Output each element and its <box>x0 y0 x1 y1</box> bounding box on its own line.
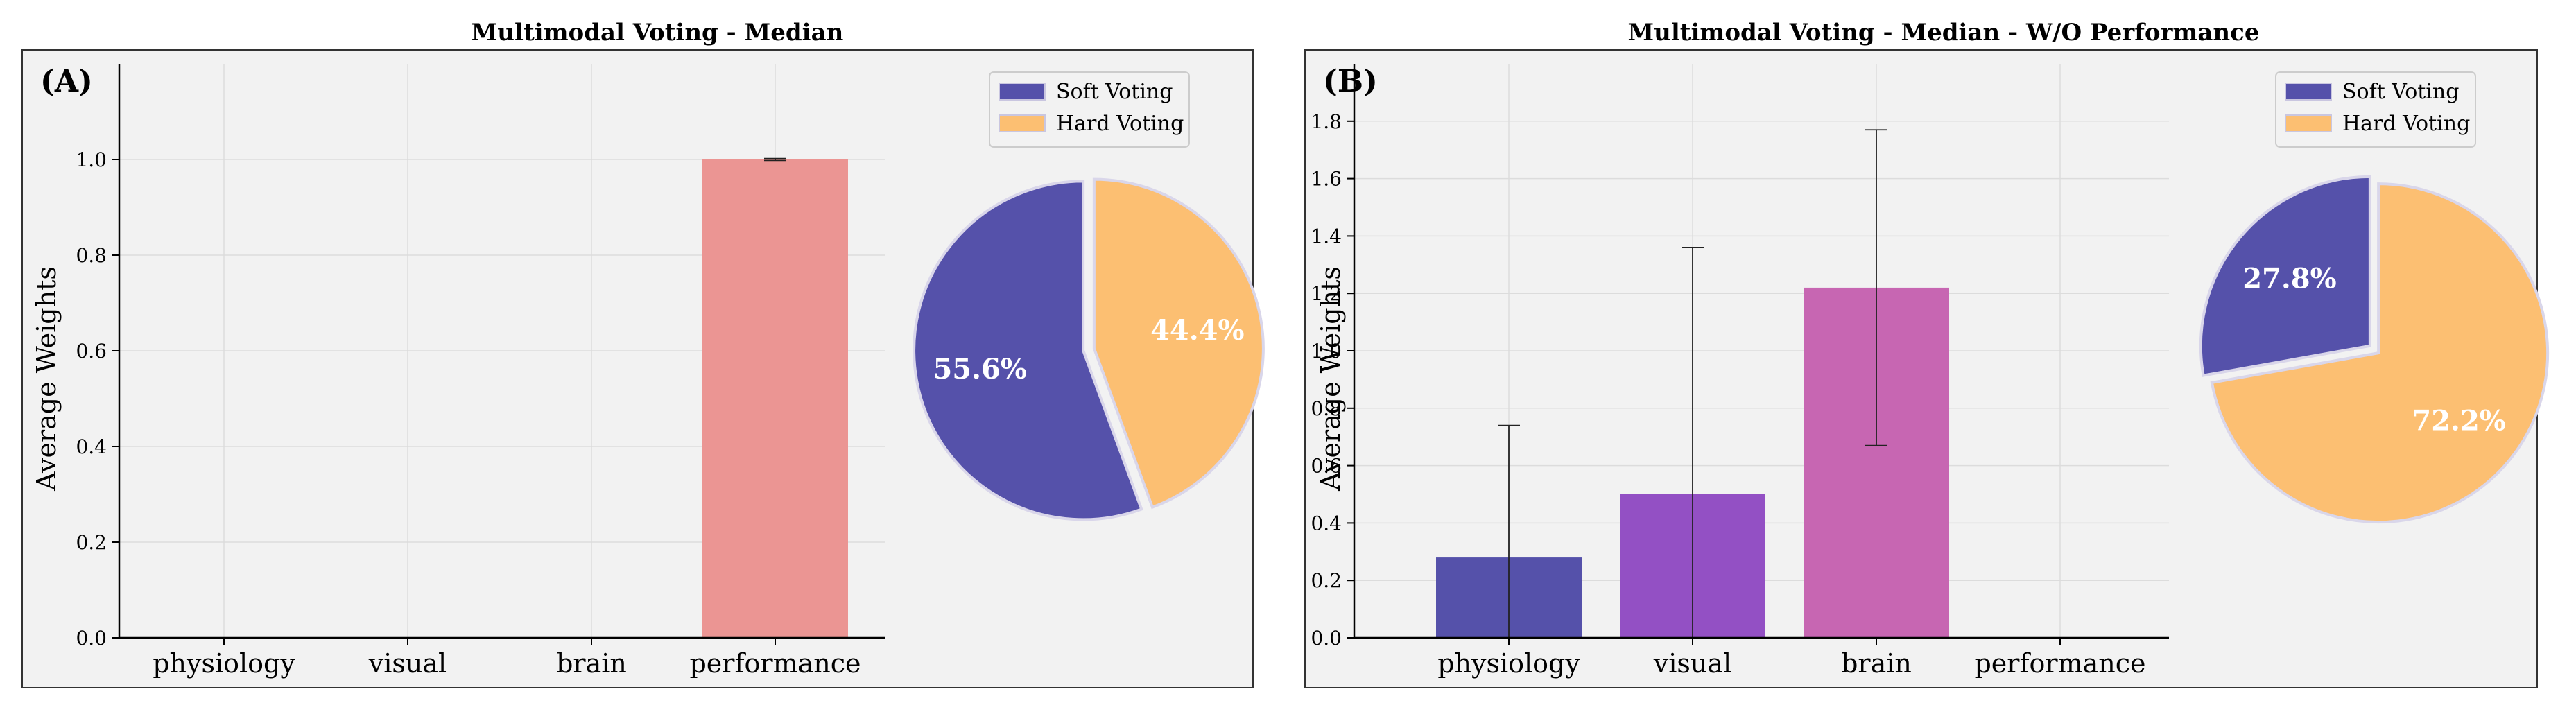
legend-swatch-soft <box>2285 83 2332 101</box>
y-tick-label: 1.8 <box>1311 110 1342 133</box>
legend-label: Hard Voting <box>1056 112 1184 136</box>
legend-label: Soft Voting <box>1056 80 1173 104</box>
y-axis-label: Average Weights <box>31 266 62 492</box>
x-tick-label: performance <box>1974 648 2145 679</box>
x-tick-label: visual <box>1653 648 1731 679</box>
x-tick-label: visual <box>368 648 447 679</box>
panel-b: Multimodal Voting - Median - W/O Perform… <box>1304 19 2550 688</box>
x-tick-label: performance <box>689 648 861 679</box>
legend-swatch-soft <box>999 83 1046 101</box>
y-tick-label: 0.2 <box>76 531 107 554</box>
x-tick-label: physiology <box>153 648 295 679</box>
panel-letter: (A) <box>40 64 93 99</box>
y-tick-label: 1.6 <box>1311 168 1342 191</box>
pie-slice-hard <box>2210 182 2550 524</box>
y-tick-label: 1.4 <box>1311 225 1342 248</box>
x-tick-label: brain <box>556 648 627 679</box>
pie-slice-soft <box>2199 175 2371 377</box>
y-tick-label: 0.0 <box>1311 627 1342 650</box>
legend-label: Hard Voting <box>2342 112 2470 136</box>
pie-pct-label: 27.8% <box>2242 263 2336 295</box>
y-tick-label: 0.6 <box>1311 455 1342 478</box>
chart-title: Multimodal Voting - Median - W/O Perform… <box>1628 19 2260 46</box>
y-tick-label: 1.2 <box>1311 282 1342 305</box>
pie-slice-soft <box>913 180 1143 521</box>
legend-swatch-hard <box>999 114 1046 132</box>
pie-pct-label: 44.4% <box>1150 314 1244 347</box>
pie-pct-label: 55.6% <box>933 353 1026 385</box>
bar-performance <box>702 159 848 638</box>
chart-title: Multimodal Voting - Median <box>472 19 844 46</box>
y-tick-label: 0.2 <box>1311 569 1342 592</box>
x-tick-label: brain <box>1841 648 1912 679</box>
pie-pct-label: 72.2% <box>2412 404 2505 437</box>
y-axis-label: Average Weights <box>1315 266 1346 492</box>
legend-label: Soft Voting <box>2342 80 2459 104</box>
y-tick-label: 0.6 <box>76 340 107 363</box>
pie-slice-hard <box>1092 177 1265 510</box>
x-tick-label: physiology <box>1437 648 1580 679</box>
panel-a: Multimodal Voting - Median (A) 0.0 0.2 0.4 0.… <box>21 19 1265 688</box>
y-tick-label: 0.8 <box>76 244 107 267</box>
y-tick-label: 0.4 <box>1311 512 1342 535</box>
y-tick-label: 0.8 <box>1311 397 1342 420</box>
y-tick-label: 1.0 <box>76 148 107 171</box>
panel-letter: (B) <box>1323 64 1378 99</box>
legend-swatch-hard <box>2285 114 2332 132</box>
y-tick-label: 0.0 <box>76 627 107 650</box>
y-tick-label: 0.4 <box>76 435 107 458</box>
y-tick-label: 1.0 <box>1311 340 1342 363</box>
